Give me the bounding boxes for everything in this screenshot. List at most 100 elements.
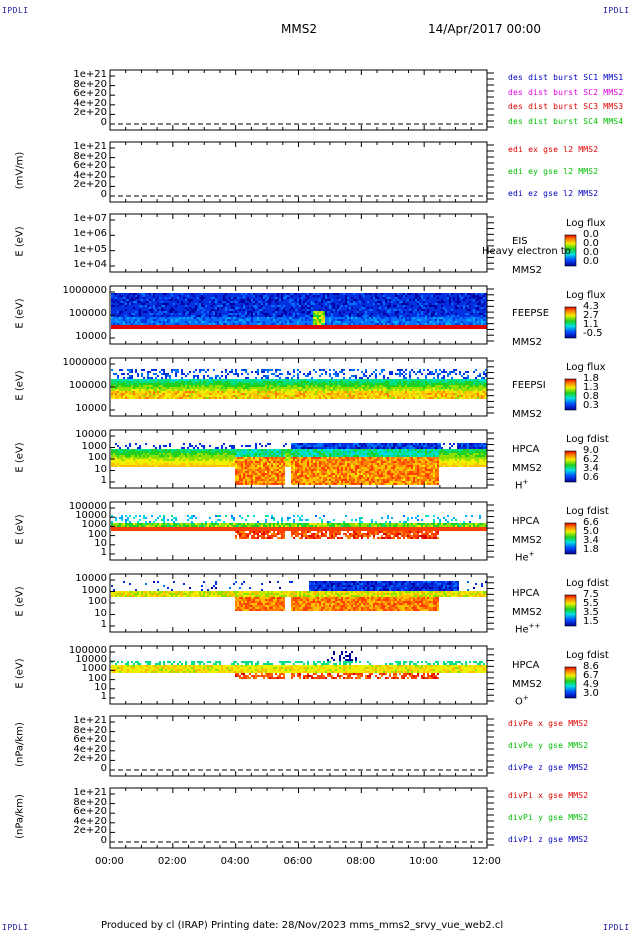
spectrogram-pixel	[275, 375, 277, 377]
spectrogram-pixel	[121, 383, 123, 385]
spectrogram-pixel	[195, 319, 197, 321]
spectrogram-pixel	[311, 395, 313, 397]
spectrogram-pixel	[313, 321, 315, 323]
spectrogram-pixel	[119, 327, 121, 329]
spectrogram-pixel	[167, 305, 169, 307]
spectrogram-pixel	[295, 397, 297, 399]
spectrogram-pixel	[151, 315, 153, 317]
spectrogram-pixel	[121, 313, 123, 315]
spectrogram-pixel	[199, 317, 201, 319]
spectrogram-pixel	[291, 317, 293, 319]
spectrogram-pixel	[331, 301, 333, 303]
spectrogram-pixel	[341, 311, 343, 313]
spectrogram-pixel	[195, 323, 197, 325]
spectrogram-pixel	[383, 323, 385, 325]
spectrogram-pixel	[293, 371, 295, 373]
spectrogram-pixel	[425, 315, 427, 317]
spectrogram-pixel	[265, 293, 267, 295]
spectrogram-pixel	[259, 321, 261, 323]
spectrogram-pixel	[479, 307, 481, 309]
spectrogram-pixel	[275, 385, 277, 387]
spectrogram-pixel	[139, 321, 141, 323]
spectrogram-pixel	[245, 369, 247, 371]
spectrogram-pixel	[323, 379, 325, 381]
spectrogram-pixel	[175, 375, 177, 377]
spectrogram-pixel	[301, 389, 303, 391]
spectrogram-pixel	[289, 387, 291, 389]
spectrogram-pixel	[267, 369, 269, 371]
spectrogram-pixel	[367, 315, 369, 317]
spectrogram-pixel	[199, 313, 201, 315]
spectrogram-pixel	[151, 303, 153, 305]
spectrogram-pixel	[313, 393, 315, 395]
spectrogram-pixel	[203, 315, 205, 317]
spectrogram-pixel	[201, 313, 203, 315]
spectrogram-pixel	[155, 307, 157, 309]
spectrogram-pixel	[261, 305, 263, 307]
spectrogram-pixel	[147, 379, 149, 381]
spectrogram-pixel	[439, 311, 441, 313]
spectrogram-pixel	[133, 303, 135, 305]
spectrogram-pixel	[223, 397, 225, 399]
spectrogram-pixel	[305, 387, 307, 389]
spectrogram-pixel	[219, 305, 221, 307]
spectrogram-pixel	[279, 313, 281, 315]
spectrogram-pixel	[441, 307, 443, 309]
spectrogram-pixel	[297, 379, 299, 381]
spectrogram-pixel	[265, 375, 267, 377]
spectrogram-pixel	[125, 301, 127, 303]
spectrogram-pixel	[199, 315, 201, 317]
spectrogram-pixel	[201, 391, 203, 393]
spectrogram-pixel	[241, 395, 243, 397]
spectrogram-pixel	[123, 303, 125, 305]
spectrogram-pixel	[145, 293, 147, 295]
spectrogram-pixel	[159, 293, 161, 295]
spectrogram-pixel	[425, 293, 427, 295]
spectrogram-pixel	[275, 307, 277, 309]
spectrogram-pixel	[225, 379, 227, 381]
spectrogram-pixel	[353, 303, 355, 305]
spectrogram-pixel	[141, 299, 143, 301]
spectrogram-pixel	[353, 321, 355, 323]
spectrogram-pixel	[213, 383, 215, 385]
spectrogram-pixel	[223, 393, 225, 395]
spectrogram-pixel	[365, 311, 367, 313]
spectrogram-pixel	[411, 307, 413, 309]
spectrogram-pixel	[249, 385, 251, 387]
spectrogram-pixel	[225, 317, 227, 319]
spectrogram-pixel	[231, 391, 233, 393]
spectrogram-pixel	[305, 305, 307, 307]
spectrogram-pixel	[157, 381, 159, 383]
spectrogram-pixel	[359, 313, 361, 315]
spectrogram-pixel	[145, 315, 147, 317]
spectrogram-pixel	[153, 301, 155, 303]
spectrogram-pixel	[287, 307, 289, 309]
spectrogram-pixel	[411, 315, 413, 317]
spectrogram-pixel	[177, 389, 179, 391]
spectrogram-pixel	[479, 297, 481, 299]
spectrogram-pixel	[265, 385, 267, 387]
spectrogram-pixel	[189, 319, 191, 321]
spectrogram-pixel	[357, 323, 359, 325]
spectrogram-pixel	[309, 373, 311, 375]
spectrogram-pixel	[179, 383, 181, 385]
spectrogram-pixel	[327, 305, 329, 307]
spectrogram-pixel	[201, 395, 203, 397]
spectrogram-pixel	[203, 301, 205, 303]
spectrogram-pixel	[313, 381, 315, 383]
spectrogram-pixel	[309, 313, 311, 315]
spectrogram-pixel	[411, 325, 413, 327]
spectrogram-pixel	[433, 297, 435, 299]
spectrogram-pixel	[455, 297, 457, 299]
spectrogram-pixel	[407, 327, 409, 329]
spectrogram-pixel	[149, 379, 151, 381]
spectrogram-pixel	[275, 297, 277, 299]
spectrogram-pixel	[183, 373, 185, 375]
spectrogram-pixel	[127, 393, 129, 395]
spectrogram-pixel	[149, 397, 151, 399]
spectrogram-pixel	[231, 315, 233, 317]
spectrogram-pixel	[143, 301, 145, 303]
spectrogram-pixel	[305, 393, 307, 395]
spectrogram-pixel	[445, 311, 447, 313]
spectrogram-pixel	[127, 307, 129, 309]
